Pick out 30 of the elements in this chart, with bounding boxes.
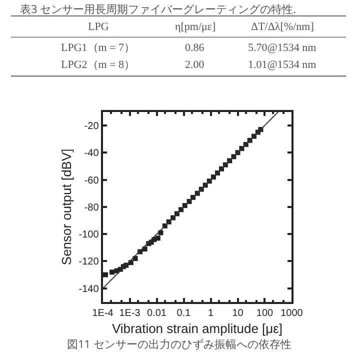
y-tick-label: -120 bbox=[78, 256, 100, 268]
text: 5.70@1534 nm bbox=[248, 42, 317, 54]
x-tick-label: 10 bbox=[232, 308, 244, 319]
y-tick-label: -80 bbox=[84, 202, 100, 214]
caption: 図11 センサーの出力のひずみ振幅への依存性 bbox=[67, 337, 292, 352]
y-tick-label: -60 bbox=[84, 175, 100, 186]
y-axis-title: Sensor output [dBV] bbox=[59, 148, 74, 266]
x-tick-label: 0.1 bbox=[176, 308, 192, 319]
y-tick-label: -40 bbox=[84, 148, 100, 160]
text: LPG1（m = 7） bbox=[61, 42, 136, 54]
x-tick-label: 0.01 bbox=[147, 308, 167, 319]
x-tick-label: 1E-3 bbox=[119, 308, 141, 319]
text: LPG bbox=[88, 21, 109, 33]
text: ΔT/Δλ[%/nm] bbox=[251, 21, 314, 33]
text: 0.86 bbox=[185, 42, 205, 54]
point bbox=[103, 272, 108, 278]
text: 表3 センサー用長周期ファイバーグレーティングの特性. bbox=[20, 2, 296, 17]
y-tick-label: -20 bbox=[84, 120, 100, 132]
text: LPG2（m = 8） bbox=[61, 59, 136, 71]
x-tick-label: 100 bbox=[256, 308, 274, 319]
point bbox=[155, 236, 160, 241]
x-axis-title: Vibration strain amplitude [με] bbox=[112, 321, 283, 336]
text: η[pm/με] bbox=[175, 21, 216, 33]
x-tick-label: 1E-4 bbox=[92, 308, 114, 319]
y-tick-label: -140 bbox=[78, 284, 100, 295]
x-tick-label: 1000 bbox=[280, 308, 304, 319]
y-tick-label: -100 bbox=[78, 230, 100, 241]
text: 1.01@1534 nm bbox=[248, 59, 317, 71]
text: 2.00 bbox=[185, 59, 205, 71]
x-tick-label: 1 bbox=[208, 308, 214, 319]
